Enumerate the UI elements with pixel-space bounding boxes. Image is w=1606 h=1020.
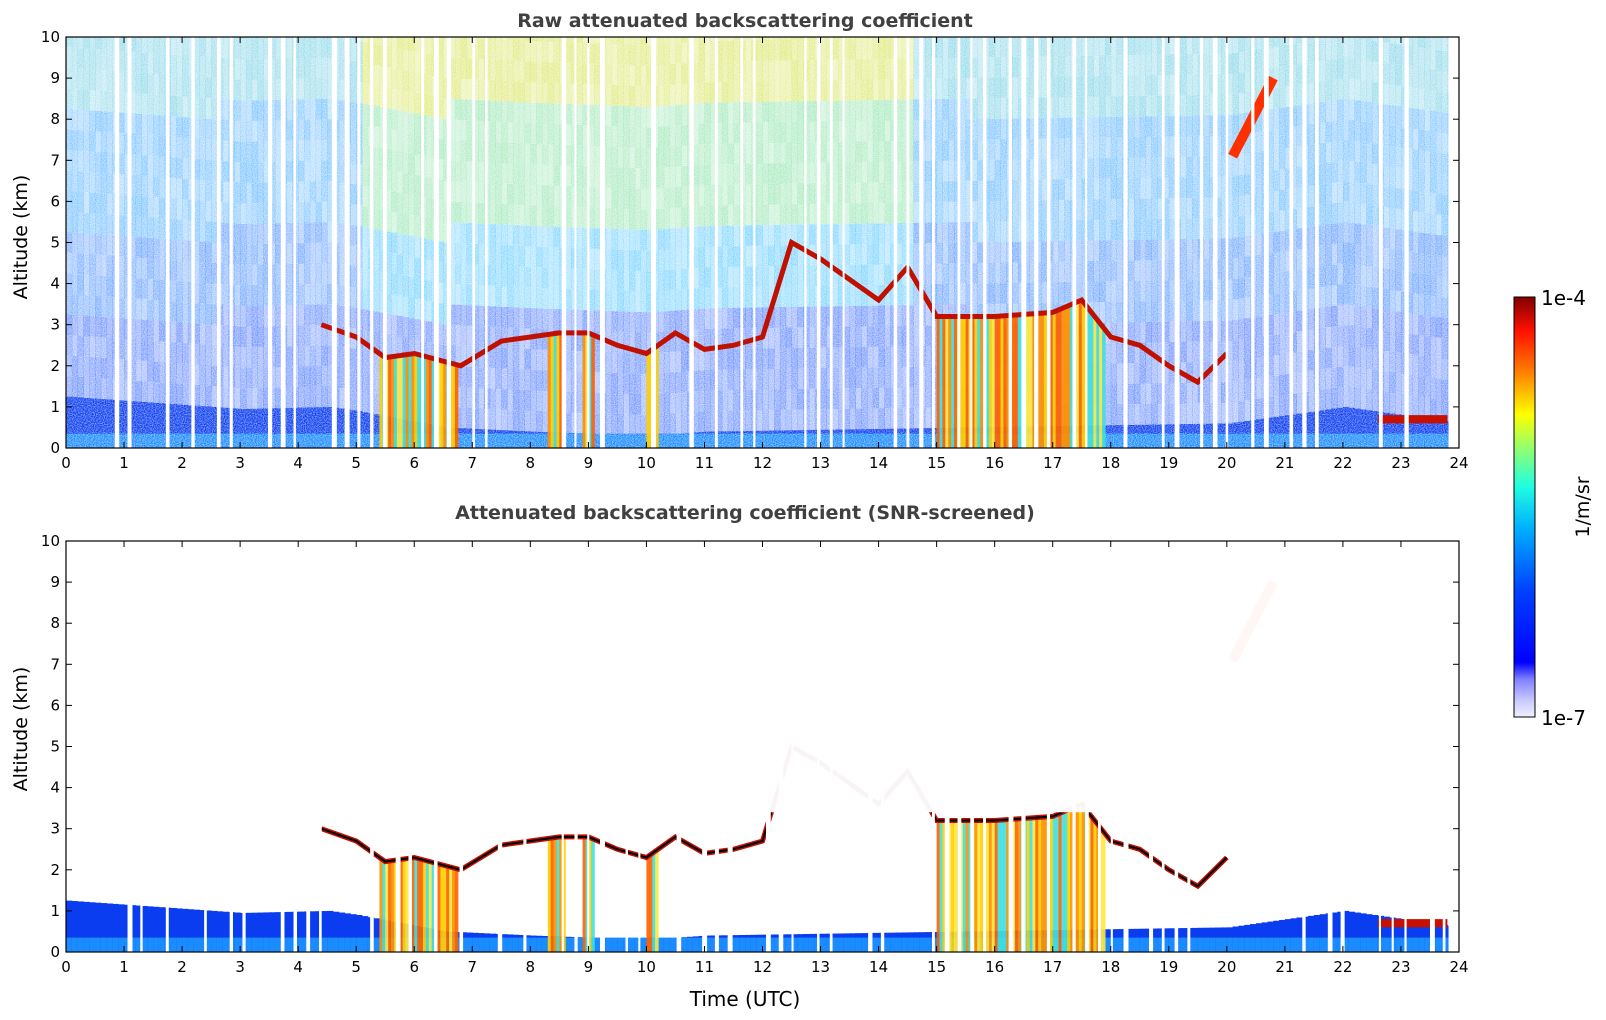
x-tick-label: 16 [985, 454, 1004, 472]
x-tick-label: 7 [468, 454, 478, 472]
y-tick-label: 7 [50, 151, 60, 169]
x-tick-label: 2 [177, 958, 187, 976]
x-tick-label: 14 [869, 958, 888, 976]
chart-title: Raw attenuated backscattering coefficien… [517, 10, 973, 32]
x-tick-label: 21 [1275, 958, 1294, 976]
colorbar-min-label: 1e-7 [1541, 706, 1586, 730]
x-tick-label: 20 [1217, 958, 1236, 976]
x-tick-label: 10 [637, 454, 656, 472]
x-tick-label: 21 [1275, 454, 1294, 472]
colorbar-max-label: 1e-4 [1541, 286, 1586, 310]
x-tick-label: 24 [1449, 454, 1468, 472]
colorbar: 1e-4 1e-7 1/m/sr [1513, 286, 1594, 730]
y-tick-label: 2 [50, 357, 60, 375]
x-tick-label: 8 [526, 958, 536, 976]
x-tick-label: 4 [293, 454, 303, 472]
x-tick-label: 0 [61, 454, 71, 472]
x-tick-label: 18 [1101, 454, 1120, 472]
y-tick-label: 0 [50, 439, 60, 457]
low-cloud [1377, 415, 1448, 424]
x-tick-label: 3 [235, 454, 245, 472]
x-tick-label: 13 [811, 454, 830, 472]
x-tick-label: 23 [1391, 958, 1410, 976]
y-tick-label: 6 [50, 192, 60, 210]
x-axis-label: Time (UTC) [689, 987, 801, 1011]
y-tick-label: 4 [50, 275, 60, 293]
x-tick-label: 19 [1159, 958, 1178, 976]
x-tick-label: 17 [1043, 958, 1062, 976]
x-tick-label: 14 [869, 454, 888, 472]
x-tick-label: 5 [351, 454, 361, 472]
x-tick-label: 0 [61, 958, 71, 976]
x-tick-label: 9 [584, 454, 594, 472]
x-tick-label: 12 [753, 454, 772, 472]
plot-area: 0 1 2 3 4 5 6 7 8 9 10 11 12 13 14 15 16 17 18 19 20 21 22 23 24… [41, 28, 1469, 472]
x-tick-label: 15 [927, 454, 946, 472]
y-tick-label: 8 [50, 614, 60, 632]
x-tick-label: 9 [584, 958, 594, 976]
y-tick-label: 9 [50, 69, 60, 87]
snr-screened-panel: Attenuated backscattering coefficient (S… [10, 502, 1469, 1011]
y-tick-label: 6 [50, 696, 60, 714]
backscatter-image [66, 37, 1459, 448]
x-tick-label: 11 [695, 454, 714, 472]
colorbar-gradient [1513, 296, 1536, 718]
y-tick-label: 0 [50, 943, 60, 961]
x-tick-label: 22 [1333, 454, 1352, 472]
y-tick-label: 3 [50, 820, 60, 838]
x-tick-label: 15 [927, 958, 946, 976]
x-tick-label: 8 [526, 454, 536, 472]
y-tick-label: 10 [41, 532, 60, 550]
y-tick-label: 9 [50, 573, 60, 591]
chart-title: Attenuated backscattering coefficient (S… [455, 502, 1035, 524]
cloud-layer [320, 238, 1229, 386]
x-tick-label: 20 [1217, 454, 1236, 472]
y-tick-label: 2 [50, 861, 60, 879]
x-tick-label: 10 [637, 958, 656, 976]
x-tick-label: 22 [1333, 958, 1352, 976]
x-tick-label: 17 [1043, 454, 1062, 472]
x-tick-label: 3 [235, 958, 245, 976]
y-tick-label: 8 [50, 110, 60, 128]
y-axis-label: Altitude (km) [10, 175, 32, 300]
x-tick-label: 23 [1391, 454, 1410, 472]
x-tick-label: 4 [293, 958, 303, 976]
x-tick-label: 19 [1159, 454, 1178, 472]
y-tick-label: 5 [50, 234, 60, 252]
x-tick-label: 1 [119, 454, 129, 472]
x-tick-label: 7 [468, 958, 478, 976]
x-tick-label: 13 [811, 958, 830, 976]
x-tick-label: 5 [351, 958, 361, 976]
x-tick-label: 11 [695, 958, 714, 976]
y-tick-label: 1 [50, 398, 60, 416]
y-tick-label: 10 [41, 28, 60, 46]
x-tick-label: 1 [119, 958, 129, 976]
y-tick-label: 1 [50, 902, 60, 920]
x-tick-label: 6 [409, 958, 419, 976]
x-tick-label: 6 [409, 454, 419, 472]
y-tick-label: 7 [50, 655, 60, 673]
backscatter-image [66, 541, 1459, 952]
x-tick-label: 12 [753, 958, 772, 976]
x-tick-label: 18 [1101, 958, 1120, 976]
y-tick-label: 3 [50, 316, 60, 334]
low-cloud [1377, 919, 1448, 928]
x-tick-label: 2 [177, 454, 187, 472]
x-tick-label: 24 [1449, 958, 1468, 976]
plot-area: 0 1 2 3 4 5 6 7 8 9 10 11 12 13 14 15 16 17 18 19 20 21 22 23 24… [41, 532, 1469, 976]
y-tick-label: 4 [50, 779, 60, 797]
x-tick-label: 16 [985, 958, 1004, 976]
raw-backscatter-panel: Raw attenuated backscattering coefficien… [10, 10, 1469, 472]
y-tick-label: 5 [50, 738, 60, 756]
y-axis-label: Altitude (km) [10, 667, 32, 792]
colorbar-unit-label: 1/m/sr [1572, 476, 1594, 537]
